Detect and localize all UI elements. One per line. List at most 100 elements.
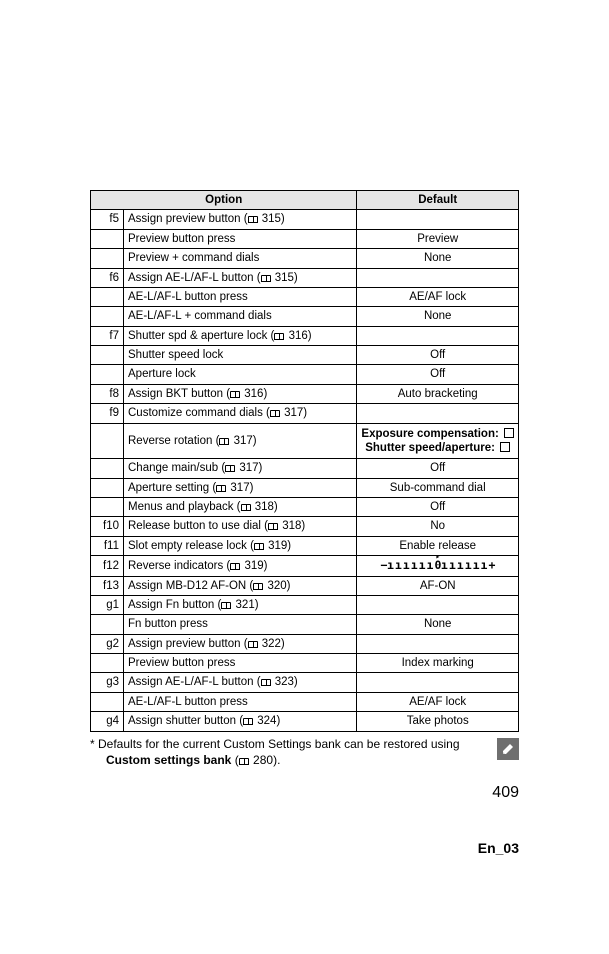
table-row: f11Slot empty release lock ( 319)Enable … [91,536,519,555]
row-code: g3 [91,673,124,692]
row-option: Aperture lock [124,365,357,384]
table-row: Reverse rotation ( 317)Exposure compensa… [91,423,519,459]
row-option: Assign shutter button ( 324) [124,712,357,731]
row-code [91,287,124,306]
table-row: AE-L/AF-L button pressAE/AF lock [91,692,519,711]
row-option: Assign preview button ( 322) [124,634,357,653]
table-row: g2Assign preview button ( 322) [91,634,519,653]
table-row: f13Assign MB-D12 AF-ON ( 320)AF-ON [91,576,519,595]
row-code: f10 [91,517,124,536]
row-default: Take photos [357,712,519,731]
row-option: Customize command dials ( 317) [124,404,357,423]
footnote-page: 280 [253,753,273,767]
row-default: Off [357,365,519,384]
table-row: Fn button pressNone [91,615,519,634]
row-code: f13 [91,576,124,595]
row-code [91,478,124,497]
row-default-empty [357,268,519,287]
footer-code: En_03 [478,840,519,856]
row-default: AF-ON [357,576,519,595]
row-default-empty [357,634,519,653]
row-default: No [357,517,519,536]
table-row: Aperture setting ( 317)Sub-command dial [91,478,519,497]
table-row: Preview + command dialsNone [91,249,519,268]
row-code: g1 [91,595,124,614]
row-code [91,692,124,711]
page-ref-icon [230,563,240,570]
page-ref-icon [225,465,235,472]
page-ref-icon [230,391,240,398]
settings-table: Option Default f5Assign preview button (… [90,190,519,732]
pencil-icon [501,742,515,756]
header-default: Default [357,191,519,210]
page-ref-icon [274,333,284,340]
row-code: f6 [91,268,124,287]
row-option: AE-L/AF-L + command dials [124,307,357,326]
row-option: Preview button press [124,229,357,248]
row-code [91,423,124,459]
row-option: Change main/sub ( 317) [124,459,357,478]
row-code: f7 [91,326,124,345]
row-code [91,249,124,268]
table-row: g3Assign AE-L/AF-L button ( 323) [91,673,519,692]
row-code [91,459,124,478]
table-row: Aperture lockOff [91,365,519,384]
page-ref-icon [243,718,253,725]
row-default: Off [357,498,519,517]
row-code [91,654,124,673]
page-ref-icon [216,485,226,492]
page-ref-icon [268,523,278,530]
row-option: Preview button press [124,654,357,673]
table-row: f10Release button to use dial ( 318)No [91,517,519,536]
row-code: f8 [91,384,124,403]
row-default: Off [357,346,519,365]
row-default: None [357,615,519,634]
manual-page: Option Default f5Assign preview button (… [0,0,609,954]
row-code: f9 [91,404,124,423]
row-option: Release button to use dial ( 318) [124,517,357,536]
row-option: Shutter spd & aperture lock ( 316) [124,326,357,345]
table-row: AE-L/AF-L button pressAE/AF lock [91,287,519,306]
footnote: * Defaults for the current Custom Settin… [90,736,519,768]
row-option: Menus and playback ( 318) [124,498,357,517]
row-default-empty [357,210,519,229]
page-number: 409 [492,784,519,802]
row-default: Sub-command dial [357,478,519,497]
row-default-empty [357,404,519,423]
table-row: g4Assign shutter button ( 324)Take photo… [91,712,519,731]
row-code [91,346,124,365]
row-code: f12 [91,556,124,576]
row-code [91,229,124,248]
row-option: Assign BKT button ( 316) [124,384,357,403]
table-row: Preview button pressPreview [91,229,519,248]
row-option: Assign Fn button ( 321) [124,595,357,614]
page-ref-icon [248,641,258,648]
page-ref-icon [270,410,280,417]
row-default: Auto bracketing [357,384,519,403]
table-row: f7Shutter spd & aperture lock ( 316) [91,326,519,345]
row-default: Exposure compensation: Shutter speed/ape… [357,423,519,459]
page-ref-icon [221,602,231,609]
page-ref-icon [261,275,271,282]
checkbox-icon [500,442,510,452]
row-default: Off [357,459,519,478]
page-ref-icon [219,438,229,445]
table-row: f5Assign preview button ( 315) [91,210,519,229]
row-option: Fn button press [124,615,357,634]
row-option: AE-L/AF-L button press [124,692,357,711]
row-option: Assign MB-D12 AF-ON ( 320) [124,576,357,595]
row-option: Shutter speed lock [124,346,357,365]
row-code [91,498,124,517]
table-row: f9Customize command dials ( 317) [91,404,519,423]
row-code: f5 [91,210,124,229]
footnote-bold: Custom settings bank [106,753,231,767]
table-row: AE-L/AF-L + command dialsNone [91,307,519,326]
page-ref-icon [261,679,271,686]
page-ref-icon [254,543,264,550]
table-row: Shutter speed lockOff [91,346,519,365]
row-option: Aperture setting ( 317) [124,478,357,497]
row-option: Assign AE-L/AF-L button ( 315) [124,268,357,287]
footnote-text: * Defaults for the current Custom Settin… [90,737,460,751]
row-option: Slot empty release lock ( 319) [124,536,357,555]
row-default: Index marking [357,654,519,673]
